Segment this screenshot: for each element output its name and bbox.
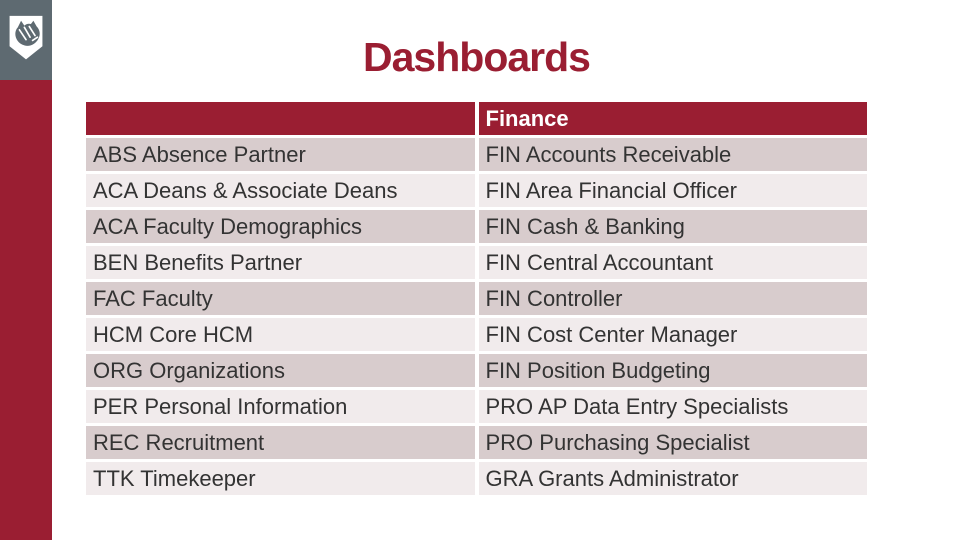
wsu-cougar-shield-icon: [9, 15, 43, 60]
table-cell: GRA Grants Administrator: [478, 462, 867, 495]
table-cell: PRO Purchasing Specialist: [478, 426, 867, 459]
table-cell: FIN Position Budgeting: [478, 354, 867, 387]
table-cell: FIN Cost Center Manager: [478, 318, 867, 351]
table-cell: ACA Faculty Demographics: [86, 210, 475, 243]
table-cell: PER Personal Information: [86, 390, 475, 423]
table-cell: FIN Controller: [478, 282, 867, 315]
table-cell: REC Recruitment: [86, 426, 475, 459]
table-cell: FIN Accounts Receivable: [478, 138, 867, 171]
table-cell: HCM Core HCM: [86, 318, 475, 351]
table-cell: TTK Timekeeper: [86, 462, 475, 495]
table-cell: ACA Deans & Associate Deans: [86, 174, 475, 207]
table-cell: FIN Area Financial Officer: [478, 174, 867, 207]
table-cell: FIN Central Accountant: [478, 246, 867, 279]
logo-box: [0, 0, 52, 80]
table-cell: ABS Absence Partner: [86, 138, 475, 171]
table-cell: PRO AP Data Entry Specialists: [478, 390, 867, 423]
dashboards-table: Finance ABS Absence Partner FIN Accounts…: [86, 102, 867, 495]
table-cell: FAC Faculty: [86, 282, 475, 315]
hr-column-header: [86, 102, 475, 135]
finance-column-header: Finance: [478, 102, 867, 135]
table-cell: ORG Organizations: [86, 354, 475, 387]
table-cell: BEN Benefits Partner: [86, 246, 475, 279]
sidebar-accent-bar: [0, 80, 52, 540]
table-cell: FIN Cash & Banking: [478, 210, 867, 243]
slide-title: Dashboards: [363, 34, 591, 80]
